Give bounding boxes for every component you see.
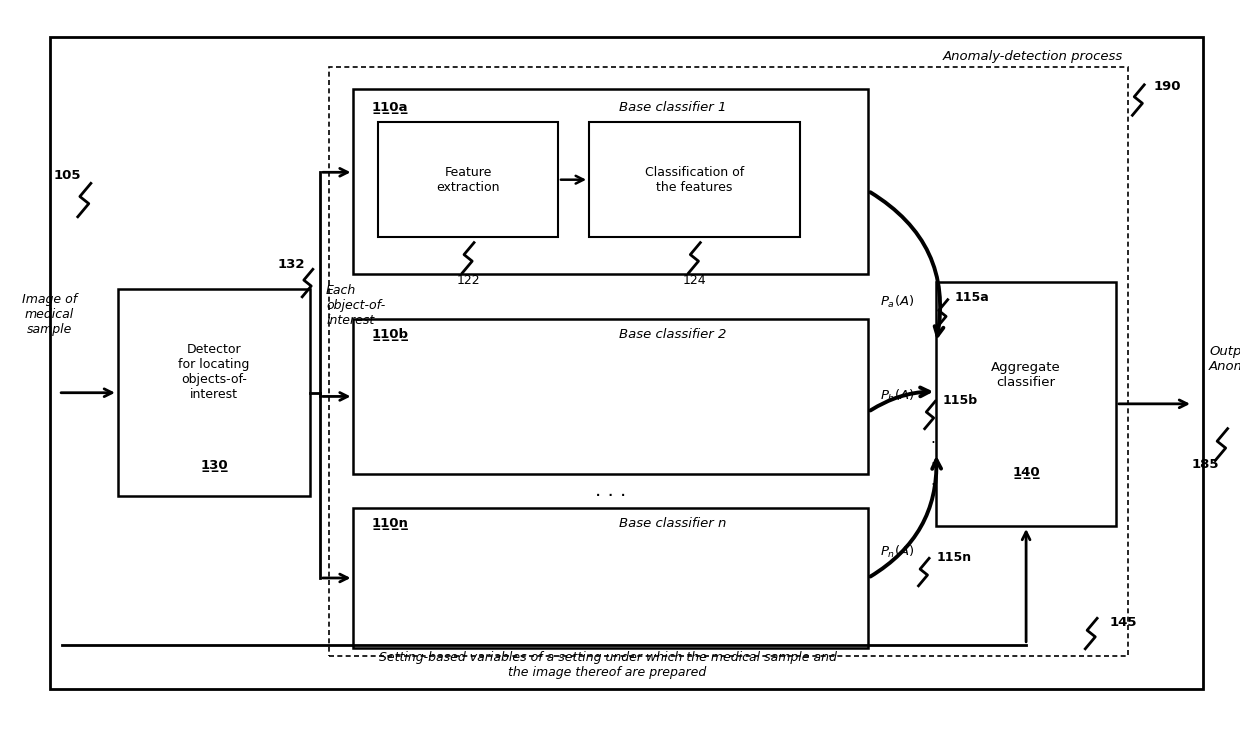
Text: $P_n(A)$: $P_n(A)$ bbox=[880, 544, 915, 560]
Text: 115a: 115a bbox=[955, 291, 990, 305]
Text: 190: 190 bbox=[1153, 80, 1180, 93]
Text: 1̲4̲0̲: 1̲4̲0̲ bbox=[1012, 466, 1040, 479]
Bar bbox=[353, 508, 868, 648]
Text: Base classifier 2: Base classifier 2 bbox=[619, 328, 727, 342]
Text: 1̲1̲0̲a̲: 1̲1̲0̲a̲ bbox=[372, 101, 408, 114]
Text: 185: 185 bbox=[1192, 458, 1219, 471]
Text: $P_a(A)$: $P_a(A)$ bbox=[880, 294, 915, 310]
Text: Setting-based variables of a setting under which the medical sample and
the imag: Setting-based variables of a setting und… bbox=[378, 651, 837, 679]
Text: Base classifier 1: Base classifier 1 bbox=[619, 101, 727, 114]
Text: 124: 124 bbox=[682, 273, 707, 287]
Text: 105: 105 bbox=[53, 169, 81, 182]
Text: . . .: . . . bbox=[595, 482, 626, 500]
Text: 122: 122 bbox=[456, 273, 480, 287]
Bar bbox=[936, 282, 1116, 526]
Text: .
.
.: . . . bbox=[930, 431, 935, 488]
Bar bbox=[378, 122, 558, 237]
Text: 115b: 115b bbox=[942, 393, 977, 407]
Text: 115n: 115n bbox=[936, 551, 971, 564]
Text: Each
object-of-
interest: Each object-of- interest bbox=[326, 284, 386, 327]
Text: 1̲3̲0̲: 1̲3̲0̲ bbox=[200, 459, 228, 472]
Text: $P_b(A)$: $P_b(A)$ bbox=[880, 388, 915, 405]
Text: Output
Anomal(ies): Output Anomal(ies) bbox=[1209, 345, 1240, 373]
Bar bbox=[50, 37, 1203, 689]
Text: Feature
extraction: Feature extraction bbox=[436, 166, 500, 193]
Text: 145: 145 bbox=[1110, 616, 1137, 629]
Text: 1̲1̲0̲n̲: 1̲1̲0̲n̲ bbox=[372, 517, 409, 531]
Text: Image of
medical
sample: Image of medical sample bbox=[22, 293, 77, 336]
Text: Detector
for locating
objects-of-
interest: Detector for locating objects-of- intere… bbox=[179, 343, 249, 401]
Text: Aggregate
classifier: Aggregate classifier bbox=[991, 361, 1061, 388]
Text: 132: 132 bbox=[278, 258, 305, 271]
Text: Classification of
the features: Classification of the features bbox=[645, 166, 744, 193]
Bar bbox=[329, 67, 1128, 656]
Bar bbox=[589, 122, 800, 237]
Text: Base classifier n: Base classifier n bbox=[619, 517, 727, 531]
FancyArrowPatch shape bbox=[870, 192, 944, 336]
FancyArrowPatch shape bbox=[870, 388, 929, 411]
Text: Anomaly-detection process: Anomaly-detection process bbox=[944, 50, 1123, 63]
Bar bbox=[353, 89, 868, 274]
Text: 1̲1̲0̲b̲: 1̲1̲0̲b̲ bbox=[372, 328, 409, 342]
Bar bbox=[118, 289, 310, 496]
FancyArrowPatch shape bbox=[870, 460, 941, 576]
Bar bbox=[353, 319, 868, 474]
